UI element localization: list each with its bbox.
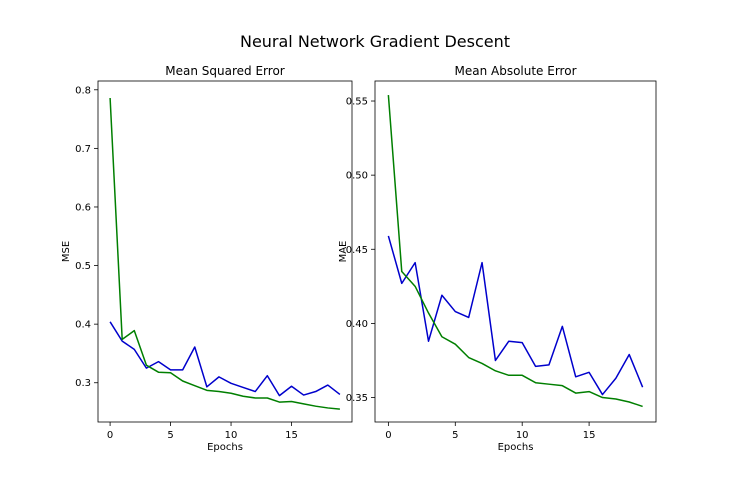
mae-y-tick-label: 0.55 — [346, 97, 368, 108]
figure-title: Neural Network Gradient Descent — [239, 32, 511, 51]
mse-y-tick-label: 0.4 — [75, 320, 91, 331]
mae-series-line-0 — [387, 235, 644, 396]
mae-x-tick-label: 10 — [516, 430, 529, 441]
mse-x-tick-label: 15 — [285, 430, 298, 441]
mae-y-axis-label: MAE — [338, 241, 349, 263]
mse-x-tick-label: 10 — [225, 430, 238, 441]
mae-plot-frame — [374, 80, 657, 423]
mse-x-tick-label: 0 — [107, 430, 113, 441]
mae-chart: 0 5 10 15 0.35 0.40 0.45 0.50 0.55 Mean Absolute … — [338, 64, 657, 453]
mae-series-line-1 — [387, 95, 643, 408]
mse-x-axis-label: Epochs — [207, 442, 243, 453]
mae-y-tick-label: 0.45 — [346, 245, 368, 256]
mse-y-tick-label: 0.3 — [75, 378, 91, 389]
mae-chart-title: Mean Absolute Error — [454, 64, 576, 78]
mse-y-tick-label: 0.7 — [75, 144, 91, 155]
mae-x-tick-label: 0 — [385, 430, 391, 441]
mae-x-axis-label: Epochs — [498, 442, 534, 453]
mae-y-tick-label: 0.40 — [346, 319, 368, 330]
mse-y-axis-label: MSE — [61, 241, 72, 262]
mse-chart: 0 5 10 15 0.3 0.4 0.5 0.6 0.7 0.8 Mean Squared Err… — [61, 64, 353, 453]
mse-series-line-1 — [109, 97, 340, 410]
mae-y-tick-label: 0.35 — [346, 393, 368, 404]
mae-y-tick-label: 0.50 — [346, 171, 368, 182]
mae-x-tick-label: 5 — [452, 430, 458, 441]
mse-y-tick-label: 0.6 — [75, 202, 91, 213]
mae-x-tick-label: 15 — [583, 430, 596, 441]
mse-chart-title: Mean Squared Error — [165, 64, 285, 78]
mse-plot-frame — [97, 80, 353, 423]
mse-y-tick-label: 0.5 — [75, 261, 91, 272]
mse-y-tick-label: 0.8 — [75, 85, 91, 96]
mse-x-tick-label: 5 — [167, 430, 173, 441]
